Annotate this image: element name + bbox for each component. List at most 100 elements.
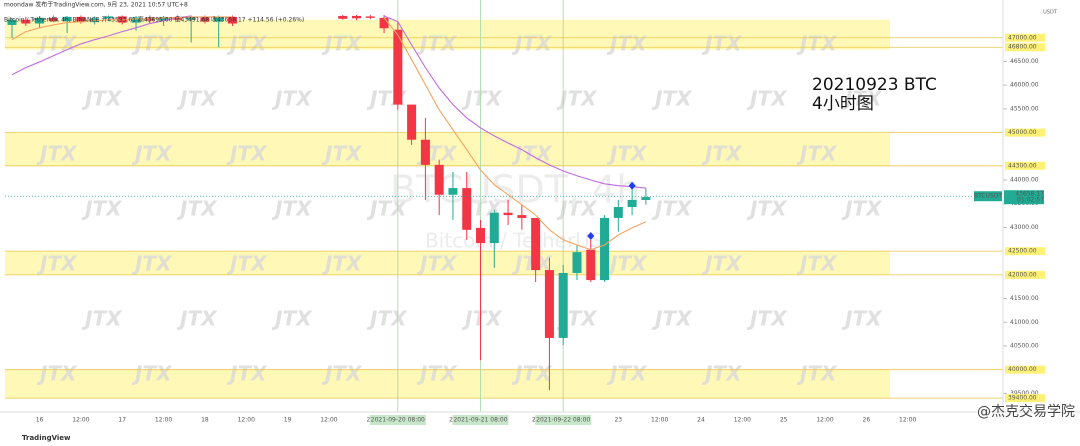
candle-body: [338, 15, 348, 19]
candle-body: [7, 19, 17, 25]
candle-body: [159, 16, 169, 21]
watermark: JTX: [606, 32, 648, 56]
level-label: 45000.00: [1008, 129, 1037, 136]
watermark: JTX: [226, 32, 268, 56]
watermark: JTX: [176, 87, 218, 111]
x-tick-label: 16: [36, 417, 44, 424]
date-label: 2021-09-22 08:00: [536, 417, 590, 424]
watermark: JTX: [841, 87, 883, 111]
watermark: JTX: [226, 142, 268, 166]
watermark: JTX: [796, 362, 838, 386]
watermark: JTX: [416, 252, 458, 276]
watermark: JTX: [321, 362, 363, 386]
x-tick-label: 12:00: [155, 417, 172, 424]
watermark: JTX: [606, 252, 648, 276]
level-label: 42000.00: [1008, 271, 1037, 278]
x-tick-label: 17: [118, 417, 126, 424]
watermark: JTX: [556, 87, 598, 111]
watermark: JTX: [416, 362, 458, 386]
candle-body: [420, 139, 430, 165]
x-tick-label: 12:00: [320, 417, 337, 424]
candle-body: [600, 217, 610, 281]
last-price: 43658.17: [1015, 191, 1044, 198]
x-tick-label: 19: [284, 417, 292, 424]
watermark: JTX: [796, 252, 838, 276]
level-tag: [1005, 128, 1045, 137]
candle-body: [352, 15, 361, 19]
level-tag: [1005, 161, 1045, 170]
support-band: [5, 19, 890, 50]
watermark: JTX: [81, 197, 123, 221]
date-tag: [535, 415, 592, 425]
level-label: 42500.00: [1008, 248, 1037, 255]
credit: @杰克交易学院: [977, 403, 1075, 420]
watermark: JTX: [321, 32, 363, 56]
candle-body: [21, 19, 31, 24]
level-tag: [1005, 270, 1045, 279]
symbol-watermark: BTCUSDT, 4h: [390, 168, 640, 212]
candle-body: [517, 215, 527, 218]
price-tag: [1004, 190, 1044, 205]
watermark: JTX: [176, 307, 218, 331]
watermark: JTX: [511, 362, 553, 386]
level-tag: [1005, 43, 1045, 52]
candle-body: [586, 249, 596, 281]
annotation: 4小时图: [812, 94, 874, 114]
candle-body: [35, 17, 45, 24]
watermark: JTX: [131, 362, 173, 386]
candle-body: [641, 197, 651, 200]
support-band: [5, 132, 890, 166]
watermark: JTX: [746, 197, 788, 221]
y-tick-label: 45500.00: [1010, 105, 1039, 112]
x-tick-label: 12:00: [651, 417, 668, 424]
watermark: JTX: [511, 32, 553, 56]
watermark: JTX: [36, 252, 78, 276]
date-label: 2021-09-20 08:00: [371, 417, 425, 424]
watermark: JTX: [746, 87, 788, 111]
candle-body: [503, 212, 513, 216]
symbol-line: Bitcoin / TetherUS, 4h, BINANCE 开43593.6…: [4, 16, 304, 24]
candle-body: [558, 272, 568, 338]
watermark: JTX: [461, 307, 503, 331]
date-label: 2021-09-21 08:00: [453, 417, 507, 424]
watermark: JTX: [226, 362, 268, 386]
currency: USDT: [1043, 10, 1058, 16]
moving-average: [11, 16, 233, 41]
level-label: 44300.00: [1008, 162, 1037, 169]
candle-body: [531, 217, 541, 271]
candle-body: [379, 17, 389, 29]
level-tag: [1005, 365, 1045, 374]
watermark: JTX: [271, 197, 313, 221]
candle-body: [407, 104, 417, 140]
candle-body: [393, 29, 403, 105]
level-label: 47000.00: [1008, 34, 1037, 41]
candle-body: [434, 164, 444, 195]
watermark: JTX: [606, 362, 648, 386]
watermark: JTX: [461, 87, 503, 111]
y-tick-label: 40500.00: [1010, 342, 1039, 349]
watermark: JTX: [36, 142, 78, 166]
x-tick-label: 24: [697, 417, 705, 424]
watermark: JTX: [81, 87, 123, 111]
watermark: JTX: [651, 197, 693, 221]
candle-body: [613, 207, 623, 218]
x-tick-label: 12:00: [72, 417, 89, 424]
watermark: JTX: [131, 252, 173, 276]
candle-body: [572, 252, 582, 273]
candle-body: [365, 16, 375, 18]
level-tag: [1005, 33, 1045, 42]
watermark: JTX: [226, 252, 268, 276]
support-band: [5, 369, 890, 399]
signal-marker: [628, 181, 636, 190]
watermark: JTX: [271, 307, 313, 331]
watermark: JTX: [701, 32, 743, 56]
watermark: JTX: [841, 307, 883, 331]
watermark: JTX: [701, 252, 743, 276]
candle-body: [462, 188, 472, 230]
support-band: [5, 251, 890, 275]
watermark: JTX: [81, 307, 123, 331]
watermark: JTX: [651, 307, 693, 331]
y-tick-label: 44000.00: [1010, 177, 1039, 184]
date-tag: [369, 415, 426, 425]
